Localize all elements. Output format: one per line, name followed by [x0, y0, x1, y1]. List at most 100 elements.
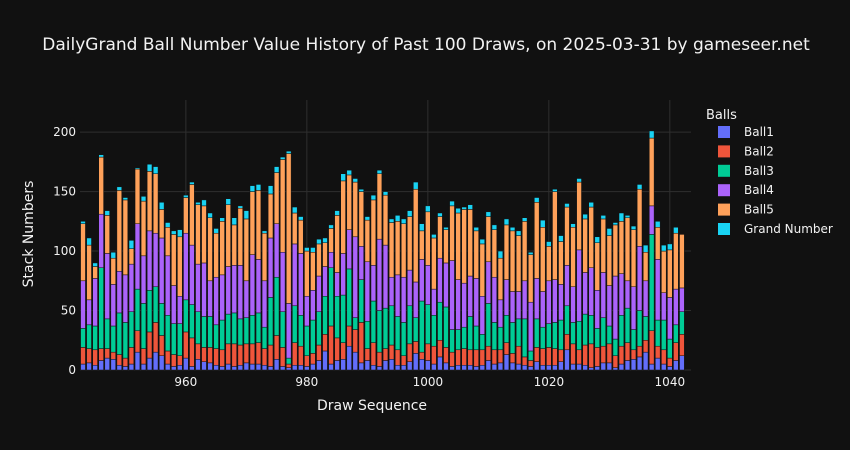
bar-segment — [358, 188, 364, 192]
bar-segment — [455, 212, 461, 280]
bar-segment — [110, 257, 116, 285]
bar-segment — [673, 342, 679, 361]
bar-segment — [328, 228, 334, 253]
bar-segment — [207, 217, 213, 282]
bar-segment — [322, 334, 328, 352]
bar-segment — [419, 223, 425, 232]
bar-segment — [642, 340, 649, 353]
bar-segment — [195, 204, 201, 265]
bar-segment — [146, 230, 153, 291]
bar-segment — [358, 246, 364, 280]
legend-item[interactable]: Ball4 — [718, 183, 774, 197]
bar-segment — [231, 224, 237, 266]
bar-segment — [165, 350, 171, 365]
legend-item[interactable]: Ball2 — [718, 144, 774, 158]
bar-segment — [509, 291, 516, 323]
bar-segment — [491, 322, 498, 351]
bar-segment — [231, 366, 237, 371]
bar-segment — [570, 363, 576, 371]
bar-segment — [558, 241, 564, 285]
x-tick-label: 1020 — [534, 375, 565, 389]
bar-segment — [110, 284, 116, 327]
bar-segment — [528, 366, 534, 371]
bar-segment — [267, 366, 274, 371]
bar-segment — [279, 251, 286, 312]
bar-segment — [304, 247, 310, 252]
bar-segment — [479, 238, 485, 245]
bar-segment — [588, 343, 594, 368]
bar-segment — [286, 357, 292, 365]
bar-segment — [98, 213, 104, 268]
bar-segment — [624, 217, 631, 282]
bars — [80, 130, 685, 371]
bar-segment — [425, 205, 431, 213]
y-axis-ticks: 0 50 100 150 200 — [53, 125, 76, 377]
bar-segment — [146, 171, 153, 232]
bar-segment — [310, 290, 316, 321]
bar-segment — [612, 222, 619, 226]
bar-segment — [298, 253, 304, 316]
bar-segment — [394, 215, 401, 222]
bar-segment — [630, 359, 637, 371]
bar-segment — [104, 215, 110, 254]
bar-segment — [334, 215, 340, 273]
bar-segment — [636, 188, 643, 247]
bar-segment — [382, 307, 389, 349]
bar-segment — [582, 218, 588, 273]
bar-segment — [673, 288, 679, 326]
bar-segment — [273, 335, 280, 360]
bar-segment — [407, 305, 413, 345]
bar-segment — [667, 249, 673, 298]
bar-segment — [346, 325, 352, 347]
bar-segment — [370, 199, 377, 266]
bar-segment — [679, 355, 685, 371]
bar-segment — [576, 181, 582, 251]
bar-segment — [479, 296, 485, 335]
bar-segment — [400, 355, 407, 366]
bar-segment — [219, 349, 225, 367]
bar-segment — [316, 311, 322, 346]
bar-segment — [334, 272, 340, 297]
bar-segment — [255, 184, 262, 191]
bar-segment — [497, 250, 504, 259]
legend-item[interactable]: Ball5 — [718, 203, 774, 217]
bar-segment — [443, 347, 449, 364]
bar-segment — [189, 337, 195, 367]
bar-segment — [128, 363, 135, 371]
legend-label: Ball5 — [744, 203, 774, 217]
legend-item[interactable]: Ball3 — [718, 164, 774, 178]
bar-segment — [413, 188, 419, 283]
bar-segment — [110, 359, 116, 371]
bar-segment — [606, 343, 613, 364]
bar-segment — [570, 227, 576, 287]
bar-segment — [407, 216, 413, 271]
bar-segment — [128, 248, 135, 265]
bar-segment — [594, 242, 600, 291]
bar-segment — [86, 237, 92, 246]
bar-segment — [189, 366, 195, 371]
bar-segment — [419, 230, 425, 260]
bar-segment — [509, 322, 516, 354]
bar-segment — [364, 348, 371, 361]
bar-segment — [534, 197, 540, 203]
legend-item[interactable]: Ball1 — [718, 125, 774, 139]
bar-segment — [485, 216, 492, 263]
bar-segment — [134, 167, 141, 170]
bar-segment — [171, 230, 177, 235]
legend[interactable]: Ball1 Ball2 Ball3 Ball4 Ball5 Grand Number — [718, 125, 833, 236]
bar-segment — [521, 217, 528, 222]
bar-segment — [679, 334, 685, 356]
bar-segment — [564, 203, 570, 208]
bar-segment — [413, 317, 419, 342]
bar-segment — [667, 357, 673, 367]
legend-item[interactable]: Grand Number — [718, 222, 833, 236]
bar-segment — [243, 317, 250, 345]
bar-segment — [400, 364, 407, 371]
bar-segment — [195, 311, 201, 345]
bar-segment — [582, 213, 588, 220]
bar-segment — [304, 296, 310, 327]
bar-segment — [655, 259, 661, 321]
bar-segment — [425, 360, 431, 371]
bar-segment — [304, 355, 310, 367]
bar-segment — [503, 315, 510, 343]
